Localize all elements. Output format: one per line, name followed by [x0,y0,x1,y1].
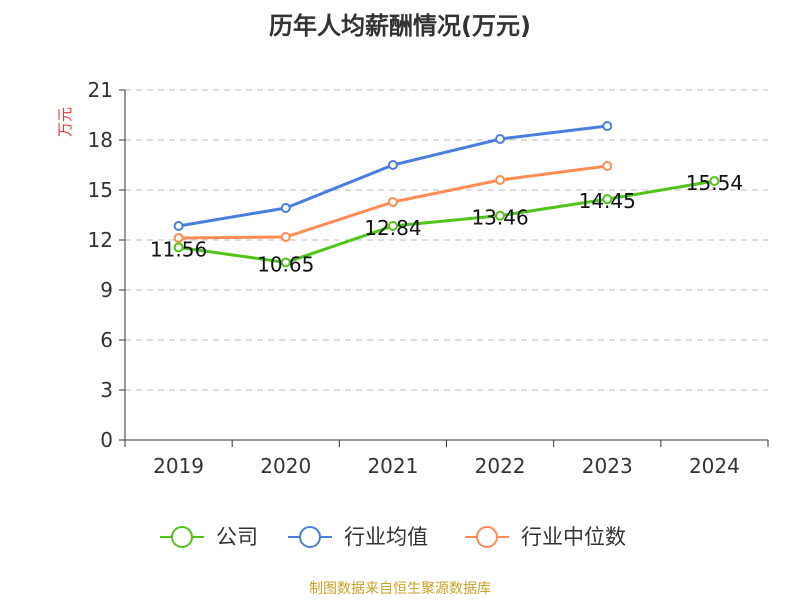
x-tick-label: 2019 [153,454,204,478]
legend-label: 行业均值 [344,525,428,549]
data-point [280,257,291,268]
data-label: 15.54 [686,171,743,195]
legend-marker [476,526,498,548]
data-label: 13.46 [471,206,528,230]
data-point [173,221,184,231]
y-axis-label: 万元 [56,107,74,137]
x-tick-label: 2020 [260,454,311,478]
y-tick-label: 12 [88,228,113,252]
source-note: 制图数据来自恒生聚源数据库 [309,581,491,597]
chart-title: 历年人均薪酬情况(万元) [269,12,531,40]
data-label: 12.84 [364,216,421,240]
x-tick-label: 2022 [475,454,526,478]
y-tick-label: 18 [88,128,113,152]
data-point [602,194,613,205]
series-line [178,179,715,265]
data-point [387,197,398,207]
legend-marker [171,526,193,548]
data-point [495,175,506,185]
data-point [173,242,184,253]
data-point [495,210,506,221]
x-tick-label: 2024 [689,454,740,478]
series-line [178,124,608,228]
data-point [387,160,398,170]
y-tick-label: 21 [88,78,113,102]
legend-label: 行业中位数 [521,525,626,549]
x-tick-label: 2023 [582,454,633,478]
data-point [280,232,291,242]
data-label: 11.56 [150,237,207,261]
y-tick-label: 0 [100,428,113,452]
y-tick-label: 15 [88,178,113,202]
data-point [602,161,613,171]
y-tick-label: 3 [100,378,113,402]
data-point [709,176,720,186]
x-tick-label: 2021 [367,454,418,478]
data-point [280,203,291,213]
data-point [387,221,398,231]
legend-marker [299,526,321,548]
y-tick-label: 6 [100,328,113,352]
data-label: 14.45 [579,189,636,213]
legend-label: 公司 [216,525,258,549]
data-point [173,233,184,243]
data-point [602,121,613,131]
y-tick-label: 9 [100,278,113,302]
data-label: 10.65 [257,253,314,277]
data-point [495,134,506,144]
